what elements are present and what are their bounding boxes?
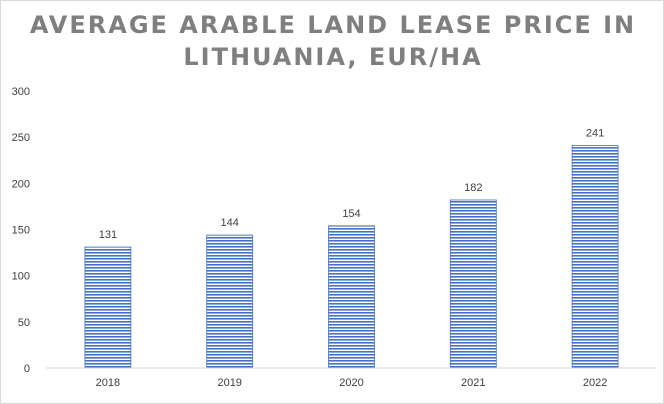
x-tick-label-2019: 2019 xyxy=(217,377,241,389)
y-tick-label: 50 xyxy=(18,317,30,329)
data-label-2021: 182 xyxy=(464,182,482,194)
data-label-2018: 131 xyxy=(99,229,117,241)
data-label-2020: 154 xyxy=(342,208,360,220)
bar-2018 xyxy=(84,246,132,369)
x-tick-label-2020: 2020 xyxy=(339,377,363,389)
bar-2019 xyxy=(206,234,254,369)
data-label-2019: 144 xyxy=(221,217,239,229)
y-tick-label: 300 xyxy=(12,86,30,98)
bar-2022 xyxy=(571,145,619,369)
y-tick-label: 150 xyxy=(12,225,30,237)
y-axis-labels: 0 50 100 150 200 250 300 xyxy=(12,86,30,375)
bar-2021 xyxy=(449,199,497,369)
bars xyxy=(84,145,619,369)
x-tick-label-2021: 2021 xyxy=(461,377,485,389)
data-label-2022: 241 xyxy=(586,127,604,139)
bar-2020 xyxy=(328,225,375,369)
y-tick-label: 100 xyxy=(12,271,30,283)
y-tick-label: 250 xyxy=(12,132,30,144)
data-labels: 131 144 154 182 241 xyxy=(99,127,605,241)
y-tick-label: 0 xyxy=(24,363,30,375)
x-axis-labels: 2018 2019 2020 2021 2022 xyxy=(96,377,608,389)
chart-title-line-2: LITHUANIA, EUR/HA xyxy=(183,43,483,71)
x-tick-label-2018: 2018 xyxy=(96,377,120,389)
chart-title: AVERAGE ARABLE LAND LEASE PRICE IN LITHU… xyxy=(1,9,664,73)
chart-title-line-1: AVERAGE ARABLE LAND LEASE PRICE IN xyxy=(29,11,637,39)
y-tick-label: 200 xyxy=(12,178,30,190)
x-tick-label-2022: 2022 xyxy=(583,377,607,389)
